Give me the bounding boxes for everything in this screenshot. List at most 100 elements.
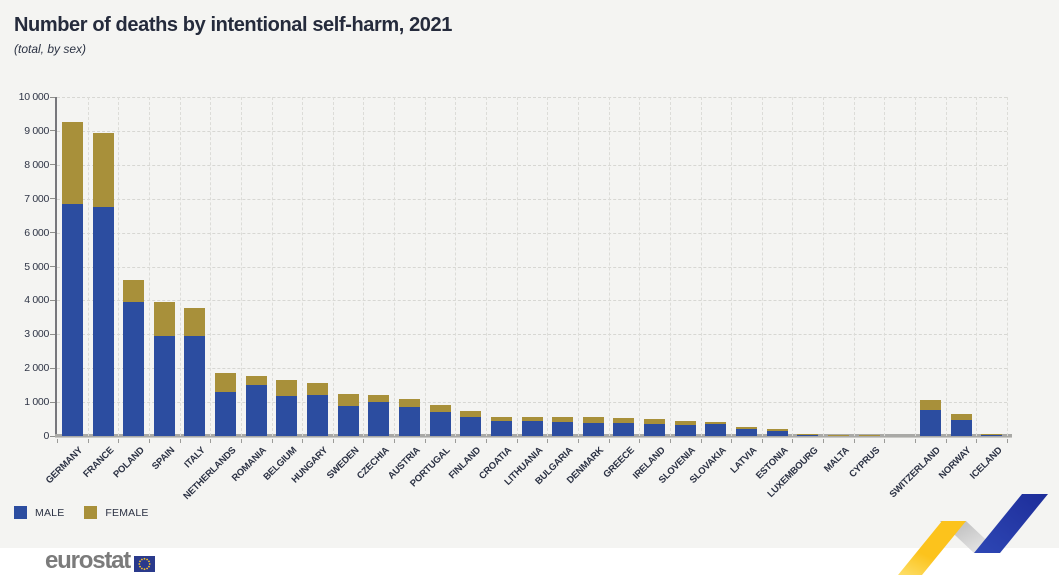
x-axis-tick [945,439,947,443]
x-axis-label-germany: GERMANY [43,445,86,487]
x-axis-label-poland: POLAND [111,445,147,481]
x-gridline [669,97,671,436]
y-gridline [57,334,1007,336]
footer-band [0,548,1059,575]
bar-male-lithuania [521,421,543,436]
x-axis-tick [332,439,334,443]
bar-male-ireland [644,424,666,436]
x-axis-tick [792,439,794,443]
bar-male-austria [398,406,420,436]
y-axis-label: 10 000 [18,91,50,103]
y-axis-label: 9 000 [24,124,49,137]
bar-female-finland [460,410,482,418]
x-axis-label-cyprus: CYPRUS [846,445,882,480]
x-gridline [577,97,579,436]
y-axis-label: 6 000 [24,226,49,239]
y-gridline [57,198,1007,200]
bar-female-estonia [766,429,788,431]
bar-male-bulgaria [552,421,574,436]
y-axis-label: 3 000 [24,328,49,341]
x-gridline [394,97,396,436]
x-gridline [547,97,549,436]
x-axis-tick [547,439,549,443]
x-axis-label-malta: MALTA [821,445,852,475]
eurostat-wordmark: eurostat [45,547,131,574]
y-gridline [57,266,1007,268]
y-axis-tick [50,164,55,166]
bar-female-switzerland [919,400,941,411]
bar-male-belgium [276,395,298,436]
y-axis-label: 1 000 [24,396,49,409]
bar-female-italy [184,307,206,336]
bar-male-finland [460,417,482,436]
bar-female-austria [398,399,420,407]
bar-female-denmark [582,417,604,423]
x-gridline [915,97,917,436]
x-axis-tick [363,439,365,443]
x-gridline [823,97,825,436]
x-axis-label-italy: ITALY [182,445,208,471]
x-gridline [731,97,733,436]
x-gridline [148,97,150,436]
bar-female-slovakia [705,422,727,425]
x-gridline [302,97,304,436]
x-axis-tick [761,439,763,443]
bar-female-slovenia [674,420,696,425]
x-gridline [455,97,457,436]
x-gridline [853,97,855,436]
x-gridline [271,97,273,436]
bar-male-denmark [582,422,604,436]
bar-male-slovakia [705,424,727,436]
x-axis-tick [823,439,825,443]
bar-female-croatia [490,416,512,422]
y-axis-tick [50,367,55,369]
bar-female-bulgaria [552,417,574,422]
bar-male-croatia [490,421,512,436]
legend-item-female: FEMALE [84,506,148,519]
x-axis-tick [731,439,733,443]
bar-male-norway [950,419,972,436]
x-axis-tick [700,439,702,443]
bar-male-netherlands [215,392,236,436]
bar-male-portugal [429,411,451,436]
y-axis-tick [50,232,55,234]
y-gridline [57,368,1007,370]
bar-female-greece [613,418,635,424]
x-gridline [792,97,794,436]
bar-male-france [92,207,114,436]
y-axis-label: 8 000 [24,158,49,171]
x-axis-tick [976,439,978,443]
bar-female-luxembourg [797,433,819,435]
legend-female-swatch [84,506,98,519]
legend-male-swatch [14,506,27,519]
eurostat-logo: eurostat [45,547,156,574]
plot-area: 0 1 000 2 000 3 000 4 000 5 000 6 000 7 000 8 00… [19,91,1012,502]
trend-arrow-decoration [898,494,1048,575]
bar-male-spain [153,336,175,436]
bar-female-norway [950,413,972,420]
legend-item-male: MALE [14,506,64,519]
y-axis-label: 2 000 [24,362,49,375]
x-gridline [516,97,518,436]
ribbon-yellow-segment [898,521,966,575]
y-gridline [57,300,1007,302]
bar-female-portugal [429,405,451,412]
bar-female-ireland [644,419,666,425]
y-gridline [57,164,1007,166]
x-gridline [608,97,610,436]
y-gridline [57,130,1007,132]
x-axis-label-spain: SPAIN [149,445,178,473]
bar-male-czechia [368,402,390,436]
x-gridline [424,97,426,436]
y-axis-label: 7 000 [24,192,49,205]
x-gridline [240,97,242,436]
chart-card: Number of deaths by intentional self-har… [0,0,1059,548]
x-axis-tick [240,439,242,443]
ribbon-blue-segment [974,494,1048,553]
y-axis-line [55,97,57,436]
bar-female-poland [123,279,145,303]
y-gridline [57,232,1007,234]
x-gridline [639,97,641,436]
y-axis-label: 4 000 [24,294,49,307]
x-axis-tick [486,439,488,443]
